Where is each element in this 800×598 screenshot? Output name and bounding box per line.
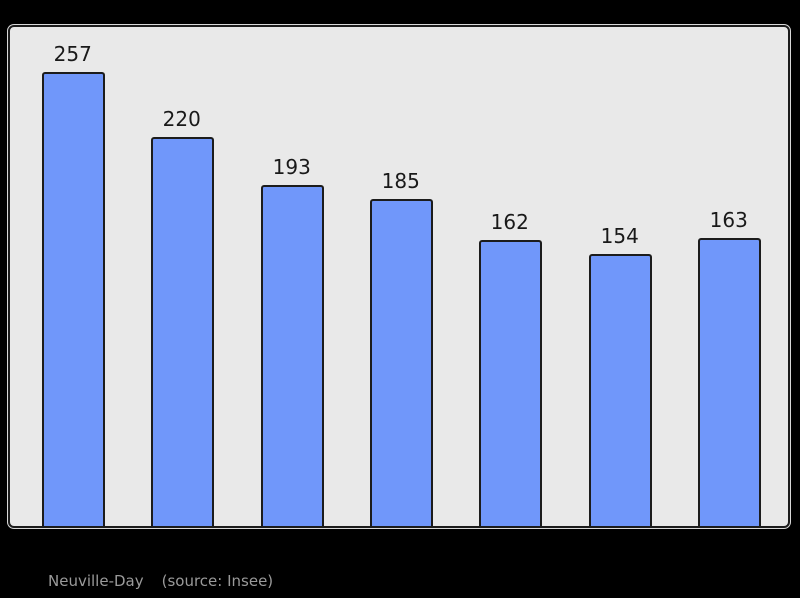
bar-value-label: 154 [600,224,639,248]
bar: 163 [698,210,761,526]
bar-value-label: 257 [53,42,92,66]
bar-value-label: 193 [272,155,311,179]
caption-source: (source: Insee) [161,572,274,590]
bar-value-label: 162 [490,210,529,234]
bar: 185 [370,171,433,526]
bar-value-label: 185 [381,169,420,193]
bar: 193 [261,157,324,526]
caption-commune-name: Neuville-Day [48,572,144,590]
bar-chart: 257 220 193 185 162 154 163 [10,27,788,526]
bar: 154 [589,226,652,526]
bar-value-label: 220 [162,107,201,131]
chart-panel: 257 220 193 185 162 154 163 [8,25,790,528]
bar: 257 [42,44,105,526]
bar: 220 [151,109,214,526]
chart-caption: Neuville-Day (source: Insee) [48,571,273,591]
bar: 162 [479,212,542,526]
bar-value-label: 163 [709,208,748,232]
